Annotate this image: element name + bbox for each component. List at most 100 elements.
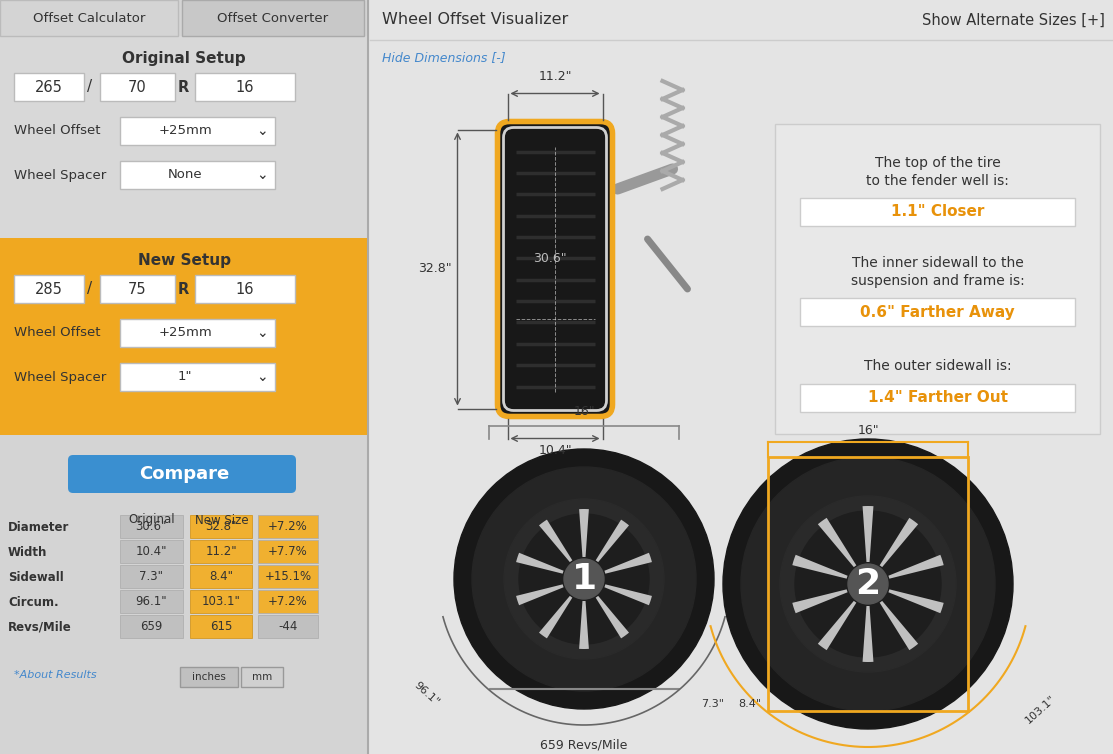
Polygon shape bbox=[879, 518, 918, 567]
Text: 70: 70 bbox=[128, 79, 147, 94]
Bar bbox=[180, 667, 238, 687]
Bar bbox=[120, 590, 183, 613]
Text: 11.2": 11.2" bbox=[539, 71, 572, 84]
Text: 659: 659 bbox=[140, 620, 162, 633]
FancyBboxPatch shape bbox=[498, 121, 612, 416]
Text: 16: 16 bbox=[236, 281, 254, 296]
Text: Original: Original bbox=[129, 513, 176, 526]
Circle shape bbox=[454, 449, 715, 709]
Text: inches: inches bbox=[193, 672, 226, 682]
Text: +15.1%: +15.1% bbox=[265, 570, 312, 583]
Text: 615: 615 bbox=[210, 620, 233, 633]
Text: New Setup: New Setup bbox=[138, 253, 230, 268]
Polygon shape bbox=[595, 520, 629, 562]
Text: *About Results: *About Results bbox=[14, 670, 97, 680]
Bar bbox=[800, 298, 1075, 326]
Bar bbox=[800, 384, 1075, 412]
Bar bbox=[258, 615, 318, 638]
Polygon shape bbox=[516, 553, 563, 574]
Text: 8.4": 8.4" bbox=[209, 570, 233, 583]
Text: Circum.: Circum. bbox=[8, 596, 59, 609]
Text: 75: 75 bbox=[128, 281, 146, 296]
Bar bbox=[195, 73, 295, 101]
Text: New Size: New Size bbox=[195, 513, 249, 526]
Bar bbox=[120, 161, 275, 189]
Text: 1": 1" bbox=[178, 370, 193, 384]
Bar bbox=[120, 615, 183, 638]
Text: Show Alternate Sizes [+]: Show Alternate Sizes [+] bbox=[923, 13, 1105, 27]
Text: Wheel Offset Visualizer: Wheel Offset Visualizer bbox=[382, 13, 569, 27]
Circle shape bbox=[564, 559, 604, 599]
Circle shape bbox=[795, 511, 940, 657]
Text: 10.4": 10.4" bbox=[136, 545, 167, 558]
Text: 7.3": 7.3" bbox=[139, 570, 162, 583]
Text: +7.2%: +7.2% bbox=[268, 520, 308, 533]
Text: 0.6" Farther Away: 0.6" Farther Away bbox=[860, 305, 1015, 320]
Text: 96.1": 96.1" bbox=[412, 680, 441, 708]
Text: 1: 1 bbox=[571, 562, 597, 596]
Polygon shape bbox=[516, 584, 563, 605]
Text: Diameter: Diameter bbox=[8, 521, 69, 534]
Text: ⌄: ⌄ bbox=[256, 168, 268, 182]
Bar bbox=[14, 73, 83, 101]
Text: 11.2": 11.2" bbox=[205, 545, 237, 558]
Polygon shape bbox=[792, 590, 848, 613]
Text: Width: Width bbox=[8, 546, 48, 559]
Text: Wheel Spacer: Wheel Spacer bbox=[14, 168, 106, 182]
Text: mm: mm bbox=[252, 672, 272, 682]
Text: 16": 16" bbox=[573, 405, 594, 418]
Bar bbox=[258, 515, 318, 538]
Text: Sidewall: Sidewall bbox=[8, 571, 63, 584]
Polygon shape bbox=[863, 506, 874, 562]
Polygon shape bbox=[863, 606, 874, 662]
Bar bbox=[190, 540, 252, 563]
Polygon shape bbox=[818, 601, 856, 650]
Bar bbox=[120, 540, 183, 563]
Bar bbox=[120, 117, 275, 145]
Text: 10.4": 10.4" bbox=[539, 443, 572, 456]
Polygon shape bbox=[539, 596, 572, 639]
Circle shape bbox=[723, 439, 1013, 729]
Circle shape bbox=[504, 499, 664, 659]
Text: Wheel Spacer: Wheel Spacer bbox=[14, 370, 106, 384]
Text: 30.6": 30.6" bbox=[136, 520, 167, 533]
Text: 1.4" Farther Out: 1.4" Farther Out bbox=[867, 391, 1007, 406]
Bar bbox=[183, 0, 364, 36]
Text: /: / bbox=[88, 281, 92, 296]
Bar bbox=[775, 124, 1100, 434]
Text: Wheel Offset: Wheel Offset bbox=[14, 326, 100, 339]
Bar bbox=[190, 565, 252, 588]
Bar bbox=[489, 688, 679, 689]
Bar bbox=[190, 515, 252, 538]
Polygon shape bbox=[604, 584, 652, 605]
Bar bbox=[190, 590, 252, 613]
Bar bbox=[258, 565, 318, 588]
Polygon shape bbox=[818, 518, 856, 567]
Polygon shape bbox=[879, 601, 918, 650]
Text: +7.2%: +7.2% bbox=[268, 595, 308, 608]
Bar bbox=[258, 540, 318, 563]
Bar bbox=[800, 198, 1075, 226]
Text: 96.1": 96.1" bbox=[135, 595, 167, 608]
Text: 16: 16 bbox=[236, 79, 254, 94]
FancyBboxPatch shape bbox=[68, 455, 296, 493]
Text: +25mm: +25mm bbox=[158, 326, 211, 339]
Text: 7.3": 7.3" bbox=[701, 699, 723, 709]
Bar bbox=[258, 590, 318, 613]
Text: 659 Revs/Mile: 659 Revs/Mile bbox=[540, 739, 628, 752]
Text: Revs/Mile: Revs/Mile bbox=[8, 621, 71, 634]
Bar bbox=[120, 363, 275, 391]
Text: 2: 2 bbox=[856, 567, 880, 601]
Bar bbox=[120, 565, 183, 588]
Polygon shape bbox=[792, 555, 848, 578]
Text: R: R bbox=[177, 281, 188, 296]
Bar bbox=[120, 319, 275, 347]
Circle shape bbox=[472, 467, 696, 691]
Text: -44: -44 bbox=[278, 620, 297, 633]
Text: 16": 16" bbox=[857, 424, 879, 437]
Text: /: / bbox=[88, 79, 92, 94]
Text: 32.8": 32.8" bbox=[417, 262, 452, 275]
Text: R: R bbox=[177, 79, 188, 94]
Bar bbox=[195, 275, 295, 303]
Text: 265: 265 bbox=[36, 79, 63, 94]
